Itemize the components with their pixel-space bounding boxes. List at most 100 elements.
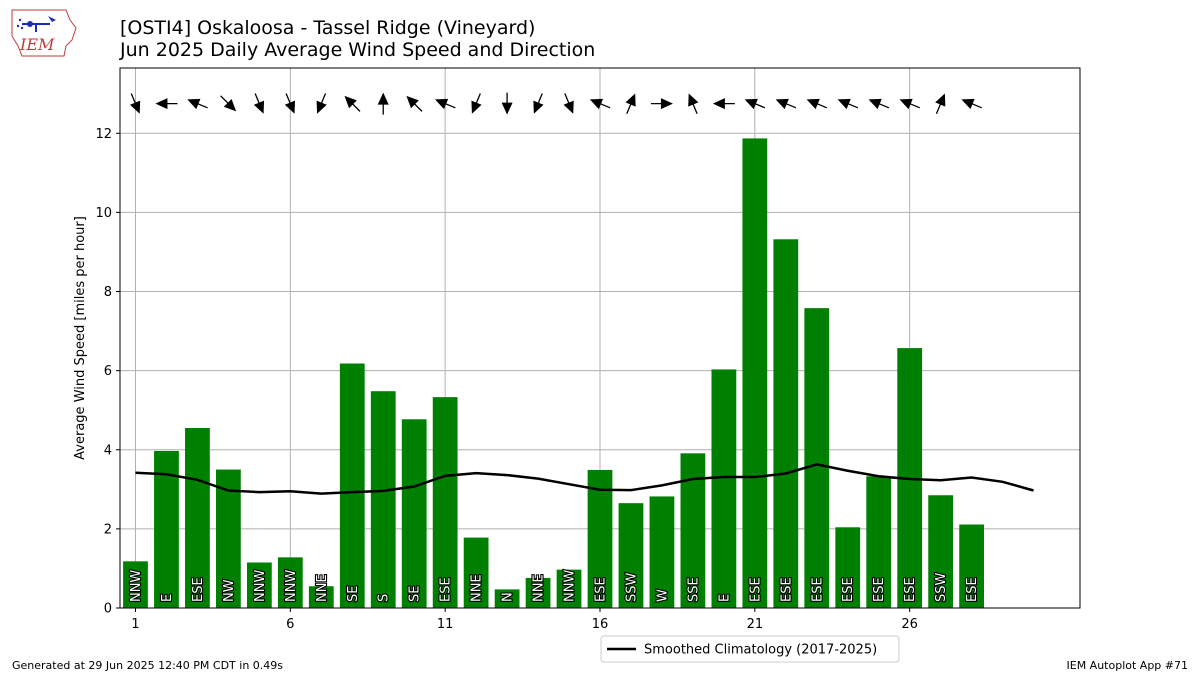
direction-arrow-day-20 <box>712 98 735 110</box>
direction-arrows <box>130 92 983 115</box>
chart-title: [OSTI4] Oskaloosa - Tassel Ridge (Vineya… <box>120 17 595 61</box>
x-tick-label: 11 <box>437 617 454 632</box>
arrow-head <box>712 98 725 110</box>
direction-label-day-7: NNE <box>315 574 330 602</box>
arrow-head <box>533 100 544 114</box>
bar-day-4 <box>216 469 241 608</box>
direction-label-day-26: ESE <box>903 577 918 602</box>
direction-label-day-27: SSW <box>934 572 949 602</box>
arrow-head <box>837 98 851 110</box>
direction-label-day-16: ESE <box>594 577 609 602</box>
bar-day-27 <box>928 495 954 608</box>
direction-arrow-day-6 <box>284 93 296 114</box>
bar-day-13 <box>494 589 520 608</box>
direction-label-day-9: S <box>377 594 392 602</box>
bar-day-28 <box>959 524 984 608</box>
arrow-head <box>130 100 141 114</box>
bar-day-7 <box>308 586 334 608</box>
bar-day-15 <box>556 569 582 608</box>
arrow-head <box>660 98 673 110</box>
bar-day-2 <box>154 450 179 608</box>
direction-label-day-17: SSW <box>624 572 639 602</box>
direction-arrow-day-5 <box>253 93 265 114</box>
y-tick-label: 8 <box>104 285 112 300</box>
x-tick-label: 6 <box>286 617 294 632</box>
arrow-head <box>187 98 201 110</box>
direction-label-day-11: ESE <box>439 577 454 602</box>
x-tick-label: 26 <box>901 617 918 632</box>
arrow-head <box>501 102 513 115</box>
direction-arrow-day-15 <box>563 93 574 114</box>
direction-arrow-day-21 <box>744 98 766 110</box>
arrow-head <box>155 98 168 110</box>
bar-day-3 <box>185 428 210 608</box>
direction-arrow-day-14 <box>533 93 544 114</box>
bars: NNW E ESE NW NNW NNW NNE SE S SE ESE NNE N NNE NNW ESE S… <box>123 138 984 609</box>
arrow-head <box>899 98 913 110</box>
arrow-head <box>961 98 975 110</box>
climatology-line <box>135 463 1034 495</box>
direction-arrow-day-1 <box>130 93 141 114</box>
chart-title-line1: [OSTI4] Oskaloosa - Tassel Ridge (Vineya… <box>120 17 536 39</box>
climatology-series <box>135 463 1034 495</box>
y-axis-label: Average Wind Speed [miles per hour] <box>73 216 88 460</box>
bar-day-11 <box>432 397 458 608</box>
bar-day-10 <box>401 419 427 608</box>
arrow-head <box>935 93 946 107</box>
direction-label-day-2: E <box>160 594 175 602</box>
bar-day-16 <box>587 469 613 608</box>
x-tick-label: 16 <box>592 617 609 632</box>
direction-label-day-3: ESE <box>191 577 206 602</box>
arrow-head <box>223 99 237 112</box>
direction-label-day-13: N <box>501 592 516 602</box>
direction-arrow-day-8 <box>344 95 361 112</box>
arrow-head <box>377 92 389 105</box>
direction-arrow-day-22 <box>775 98 797 110</box>
arrow-head <box>344 95 357 109</box>
bar-day-18 <box>649 496 675 608</box>
bar-day-1 <box>123 561 148 608</box>
y-tick-label: 4 <box>104 443 112 458</box>
direction-arrow-day-2 <box>155 98 178 110</box>
arrow-head <box>806 98 820 110</box>
bar-day-23 <box>804 308 830 608</box>
direction-label-day-4: NW <box>222 579 237 602</box>
direction-arrow-day-13 <box>501 92 513 115</box>
direction-label-day-22: ESE <box>779 577 794 602</box>
bar-day-9 <box>370 391 396 608</box>
footer-app: IEM Autoplot App #71 <box>1066 659 1189 672</box>
direction-label-day-10: SE <box>408 586 423 602</box>
arrow-head <box>625 93 636 107</box>
direction-arrow-day-4 <box>220 95 237 112</box>
arrow-head <box>589 98 604 110</box>
direction-label-day-24: ESE <box>841 577 856 602</box>
arrow-head <box>471 100 482 114</box>
y-tick-label: 6 <box>104 364 112 379</box>
direction-label-day-23: ESE <box>810 577 825 602</box>
bar-day-25 <box>866 476 892 608</box>
y-tick-label: 2 <box>104 522 112 537</box>
direction-arrow-day-12 <box>471 93 482 114</box>
direction-arrow-day-26 <box>899 98 921 110</box>
direction-arrow-day-10 <box>406 95 423 112</box>
direction-arrow-day-7 <box>316 93 327 114</box>
bar-day-20 <box>711 369 737 608</box>
arrow-head <box>316 100 327 114</box>
x-tick-label: 1 <box>131 617 139 632</box>
iem-logo: IEM <box>8 6 80 60</box>
direction-label-day-15: NNW <box>563 570 578 602</box>
bar-day-24 <box>835 527 861 608</box>
svg-text:IEM: IEM <box>19 35 55 54</box>
bar-day-12 <box>463 537 489 608</box>
y-tick-label: 12 <box>95 127 112 142</box>
direction-label-day-28: ESE <box>965 577 980 602</box>
direction-label-day-25: ESE <box>872 577 887 602</box>
direction-label-day-19: SSE <box>686 577 701 602</box>
direction-label-day-21: ESE <box>748 577 763 602</box>
direction-arrow-day-19 <box>688 93 699 115</box>
direction-arrow-day-17 <box>625 93 636 115</box>
chart-title-line2: Jun 2025 Daily Average Wind Speed and Di… <box>120 39 596 61</box>
direction-arrow-day-23 <box>806 98 828 110</box>
